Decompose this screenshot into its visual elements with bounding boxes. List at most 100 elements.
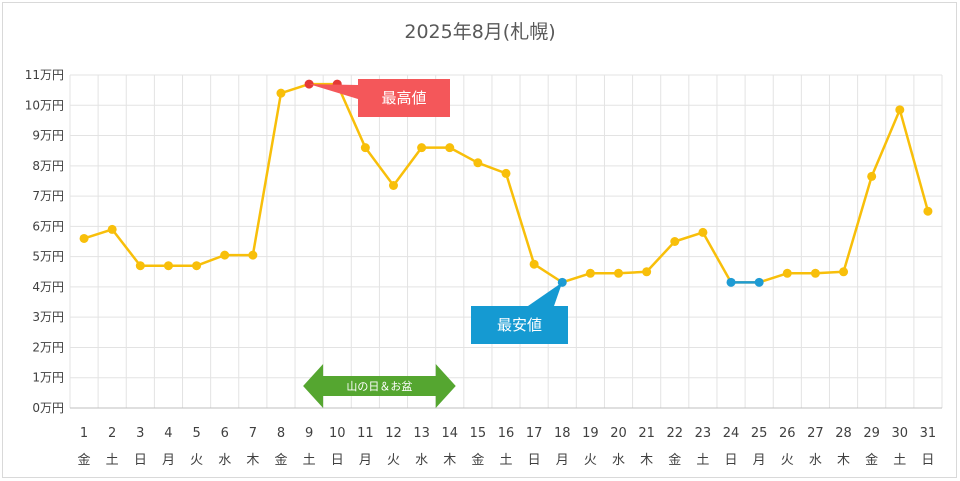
x-tick-day: 19 (582, 426, 599, 441)
x-tick-day: 20 (610, 426, 627, 441)
x-tick-day: 11 (357, 426, 374, 441)
holiday-label: 山の日＆お盆 (346, 379, 412, 393)
y-tick-label: 3万円 (32, 310, 64, 324)
x-tick-day: 18 (554, 426, 571, 441)
x-tick-weekday: 火 (387, 453, 400, 468)
data-point (220, 250, 230, 260)
x-tick-weekday: 水 (809, 453, 822, 468)
data-point (473, 158, 483, 168)
x-tick-day: 30 (892, 426, 909, 441)
price-series (79, 79, 933, 287)
y-tick-label: 1万円 (32, 371, 64, 385)
x-tick-weekday: 土 (303, 453, 316, 468)
holiday-arrow-shape (303, 364, 456, 408)
data-point (417, 143, 427, 153)
y-tick-label: 11万円 (25, 68, 64, 82)
x-tick-day: 23 (695, 426, 712, 441)
x-tick-day: 31 (920, 426, 937, 441)
y-tick-label: 7万円 (32, 189, 64, 203)
data-point (810, 268, 820, 278)
x-tick-weekday: 月 (753, 453, 766, 468)
data-point (782, 268, 792, 278)
x-tick-day: 28 (835, 426, 852, 441)
holiday-arrow: 山の日＆お盆 (303, 364, 456, 408)
x-tick-weekday: 水 (415, 453, 428, 468)
data-point (895, 105, 905, 115)
x-tick-weekday: 金 (865, 452, 878, 468)
data-point (107, 224, 117, 234)
data-point (867, 171, 877, 181)
horizontal-gridlines (70, 74, 942, 409)
min-callout-pointer (528, 282, 563, 306)
x-tick-weekday: 月 (359, 453, 372, 468)
x-tick-weekday: 火 (781, 453, 794, 468)
data-point (360, 143, 370, 153)
data-point (839, 267, 849, 277)
x-tick-weekday: 金 (78, 452, 91, 468)
x-tick-day: 2 (108, 426, 116, 441)
x-tick-day: 5 (192, 426, 200, 441)
y-tick-label: 2万円 (32, 340, 64, 354)
x-tick-day: 15 (470, 426, 487, 441)
data-point (642, 267, 652, 277)
x-tick-day: 24 (723, 426, 740, 441)
x-tick-weekday: 水 (612, 453, 625, 468)
x-tick-weekday: 木 (640, 453, 653, 468)
x-tick-weekday: 土 (106, 453, 119, 468)
x-tick-weekday: 金 (471, 452, 484, 468)
data-point (135, 261, 145, 271)
x-tick-weekday: 木 (246, 453, 259, 468)
x-tick-day: 21 (638, 426, 655, 441)
vertical-gridlines (69, 75, 943, 408)
max-callout-label: 最高値 (381, 89, 426, 107)
x-axis-ticks: 1金2土3日4月5火6水7木8金9土10日11月12火13水14木15金16土1… (78, 426, 937, 468)
x-tick-day: 17 (526, 426, 543, 441)
x-tick-day: 13 (413, 426, 430, 441)
x-tick-weekday: 火 (190, 453, 203, 468)
y-tick-label: 4万円 (32, 280, 64, 294)
x-tick-day: 26 (779, 426, 796, 441)
data-point (388, 180, 398, 190)
x-tick-weekday: 日 (921, 453, 934, 468)
x-tick-weekday: 月 (556, 453, 569, 468)
y-tick-label: 9万円 (32, 129, 64, 143)
chart-title: 2025年8月(札幌) (404, 21, 555, 43)
y-tick-label: 6万円 (32, 219, 64, 233)
x-tick-day: 9 (305, 426, 313, 441)
data-point (614, 268, 624, 278)
x-tick-weekday: 日 (725, 453, 738, 468)
data-point (276, 88, 286, 98)
x-tick-weekday: 木 (443, 453, 456, 468)
max-callout-box (358, 79, 450, 117)
data-point (79, 233, 89, 243)
x-tick-weekday: 木 (837, 453, 850, 468)
y-tick-label: 5万円 (32, 250, 64, 264)
x-tick-weekday: 月 (162, 453, 175, 468)
data-point (192, 261, 202, 271)
x-tick-day: 27 (807, 426, 824, 441)
data-point (923, 206, 933, 216)
x-tick-day: 10 (329, 426, 346, 441)
x-tick-weekday: 土 (893, 453, 906, 468)
x-tick-day: 6 (221, 426, 229, 441)
x-tick-day: 8 (277, 426, 285, 441)
min-data-point (726, 277, 736, 287)
min-callout-label: 最安値 (497, 316, 542, 334)
y-tick-label: 0万円 (32, 401, 64, 415)
x-tick-weekday: 火 (584, 453, 597, 468)
x-tick-weekday: 日 (331, 453, 344, 468)
data-point (670, 237, 680, 246)
x-tick-day: 7 (249, 426, 257, 441)
data-point (501, 168, 511, 178)
x-tick-weekday: 土 (499, 453, 512, 468)
x-tick-weekday: 金 (274, 452, 287, 468)
min-data-point (754, 277, 764, 287)
data-point (248, 250, 258, 260)
x-tick-weekday: 日 (528, 453, 541, 468)
x-tick-day: 16 (498, 426, 515, 441)
data-point (529, 259, 539, 269)
x-tick-day: 22 (667, 426, 684, 441)
data-point (163, 261, 173, 271)
